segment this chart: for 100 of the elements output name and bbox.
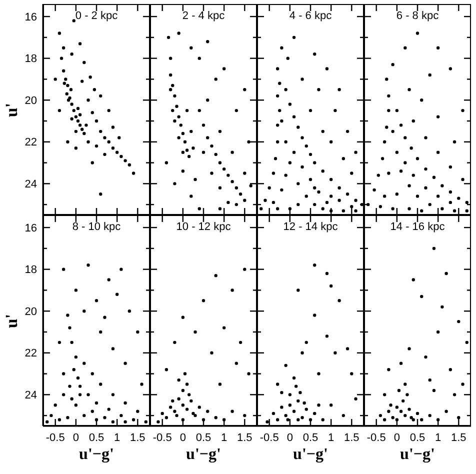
point	[88, 76, 92, 79]
point	[103, 136, 106, 140]
point	[194, 178, 197, 182]
x-tick-label: 0	[180, 432, 186, 444]
point	[222, 167, 226, 171]
point	[181, 170, 185, 173]
point	[111, 420, 115, 424]
point	[416, 194, 420, 198]
point	[218, 130, 222, 134]
point	[72, 108, 76, 112]
text: 2 - 4 kpc	[181, 10, 226, 22]
point	[247, 140, 250, 144]
point	[342, 414, 346, 418]
point	[185, 108, 189, 112]
point	[128, 310, 132, 313]
point	[74, 130, 78, 134]
point	[391, 130, 394, 134]
point	[399, 124, 403, 127]
point	[276, 382, 280, 386]
point	[461, 108, 464, 112]
point	[206, 136, 210, 140]
x-tick-label: 1	[221, 432, 228, 444]
point	[436, 46, 440, 50]
point	[313, 412, 316, 416]
point	[177, 32, 180, 35]
point	[46, 420, 49, 424]
point	[120, 154, 123, 158]
y-tick-label: 18	[24, 264, 37, 276]
point	[78, 113, 82, 116]
point	[65, 92, 68, 96]
point	[86, 140, 90, 144]
point	[412, 418, 415, 422]
point	[249, 184, 252, 188]
x-tick-label: 0.5	[410, 432, 426, 444]
point	[128, 163, 132, 166]
point	[168, 88, 172, 92]
point	[175, 414, 178, 418]
point	[177, 115, 180, 118]
point	[179, 124, 182, 127]
x-axis-title: u'−g'	[78, 446, 115, 464]
x-tick-label: 0.5	[88, 432, 104, 444]
point	[90, 161, 94, 164]
point	[218, 186, 222, 190]
point	[378, 205, 382, 208]
text: 4 - 6 kpc	[288, 10, 333, 22]
point	[424, 355, 428, 359]
point	[78, 384, 82, 388]
point	[408, 184, 411, 188]
point	[416, 157, 420, 160]
point	[395, 406, 399, 409]
text: 14 - 16 kpc	[389, 221, 446, 233]
point	[111, 146, 115, 150]
point	[325, 334, 329, 338]
point	[185, 148, 189, 152]
y-tick-label: 24	[24, 390, 37, 402]
point	[185, 408, 189, 411]
point	[376, 174, 380, 177]
point	[288, 404, 292, 407]
x-tick-label: 1.5	[344, 432, 360, 444]
point	[66, 98, 70, 102]
point	[82, 310, 86, 313]
point	[173, 119, 176, 123]
point	[94, 401, 98, 405]
point	[173, 182, 176, 186]
point	[448, 67, 452, 70]
point	[230, 150, 234, 154]
point	[111, 393, 115, 396]
point	[72, 368, 76, 372]
point	[296, 288, 300, 292]
point	[74, 355, 78, 359]
point	[74, 115, 78, 118]
point	[214, 416, 218, 420]
x-tick-label: 0	[72, 432, 79, 444]
point	[62, 82, 66, 85]
point	[111, 347, 115, 350]
x-tick-label: 1	[114, 432, 120, 444]
point	[272, 412, 276, 416]
point	[222, 326, 226, 330]
point	[448, 200, 452, 204]
point	[406, 393, 409, 396]
point	[50, 414, 53, 418]
point	[120, 414, 123, 418]
point	[317, 372, 320, 376]
point	[183, 140, 187, 144]
point	[436, 330, 440, 334]
point	[243, 198, 246, 202]
point	[99, 94, 102, 98]
point	[288, 393, 292, 396]
point	[54, 78, 57, 81]
point	[292, 410, 296, 413]
point	[124, 401, 127, 405]
point	[168, 56, 172, 60]
point	[78, 42, 82, 46]
x-axis-title: u'−g'	[399, 446, 436, 464]
point	[70, 397, 74, 400]
point	[206, 410, 210, 413]
x-tick-label: 1.5	[237, 432, 252, 444]
point	[408, 88, 411, 92]
point	[210, 351, 214, 354]
point	[243, 172, 246, 175]
